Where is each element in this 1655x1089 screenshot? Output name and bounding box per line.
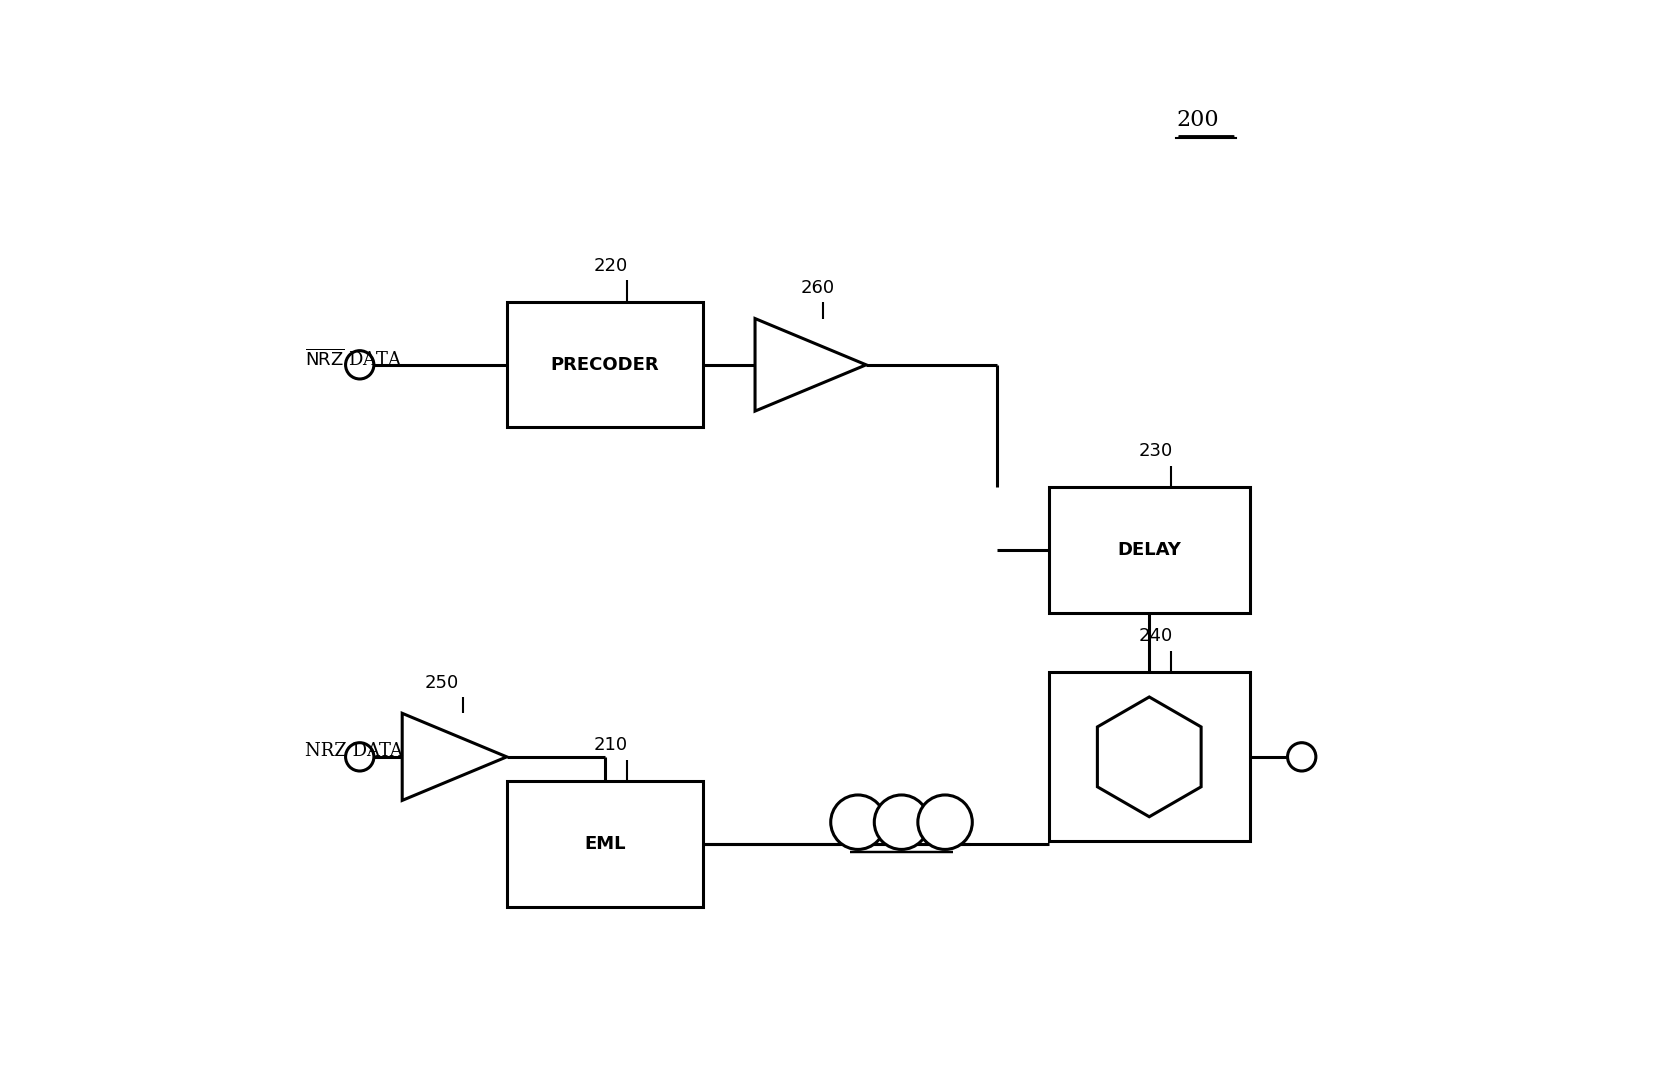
Text: NRZ DATA: NRZ DATA: [305, 743, 402, 760]
Text: EML: EML: [584, 835, 626, 853]
Bar: [1048, 673, 1250, 841]
Text: 250: 250: [425, 673, 458, 692]
Text: DELAY: DELAY: [1117, 541, 1180, 559]
Circle shape: [346, 351, 374, 379]
Text: 220: 220: [594, 257, 627, 274]
Text: 210: 210: [594, 736, 627, 754]
Text: 230: 230: [1137, 442, 1172, 460]
Text: 260: 260: [801, 279, 834, 296]
Bar: [1048, 488, 1250, 612]
Text: $\overline{\mathrm{NRZ}}$ DATA: $\overline{\mathrm{NRZ}}$ DATA: [305, 348, 404, 370]
Circle shape: [346, 743, 374, 771]
Circle shape: [874, 795, 928, 849]
Polygon shape: [1097, 697, 1200, 817]
Circle shape: [831, 795, 885, 849]
Bar: [506, 302, 702, 427]
Polygon shape: [755, 318, 866, 411]
Circle shape: [917, 795, 971, 849]
Circle shape: [1288, 743, 1316, 771]
Bar: [506, 782, 702, 906]
Text: 240: 240: [1137, 627, 1172, 645]
Text: PRECODER: PRECODER: [549, 356, 659, 374]
Text: 200: 200: [1175, 109, 1218, 131]
Polygon shape: [402, 713, 506, 800]
